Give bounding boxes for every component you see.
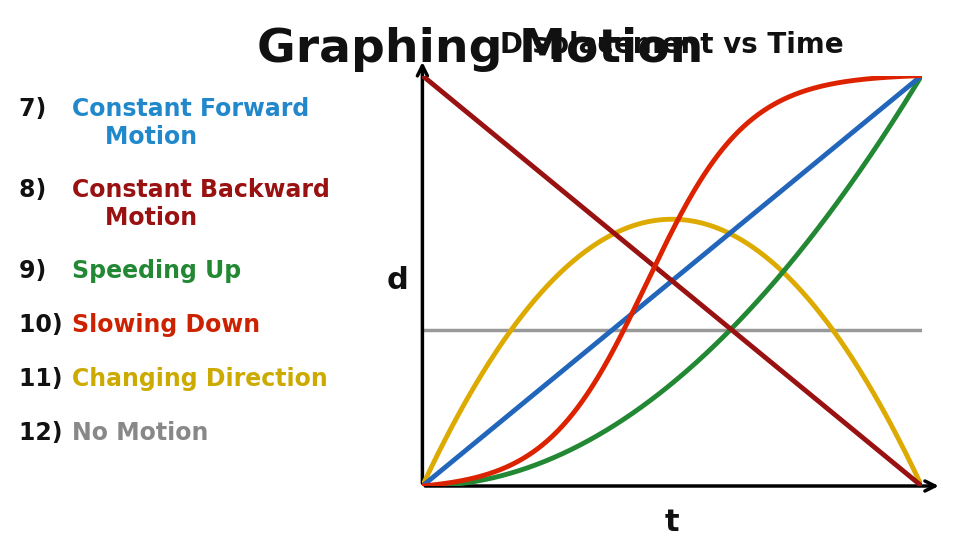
Text: 9): 9) [19, 259, 55, 283]
Text: 7): 7) [19, 97, 55, 121]
Text: d: d [387, 266, 408, 295]
Text: Constant Backward
    Motion: Constant Backward Motion [72, 178, 330, 230]
Text: 12): 12) [19, 421, 71, 445]
Text: 11): 11) [19, 367, 71, 391]
Text: Changing Direction: Changing Direction [72, 367, 327, 391]
Text: Slowing Down: Slowing Down [72, 313, 260, 337]
Text: No Motion: No Motion [72, 421, 208, 445]
Text: Displacement vs Time: Displacement vs Time [500, 31, 844, 59]
Text: t: t [664, 509, 680, 537]
Text: Graphing Motion: Graphing Motion [257, 27, 703, 72]
Text: Constant Forward
    Motion: Constant Forward Motion [72, 97, 309, 149]
Text: Speeding Up: Speeding Up [72, 259, 241, 283]
Text: 10): 10) [19, 313, 71, 337]
Text: 8): 8) [19, 178, 55, 202]
